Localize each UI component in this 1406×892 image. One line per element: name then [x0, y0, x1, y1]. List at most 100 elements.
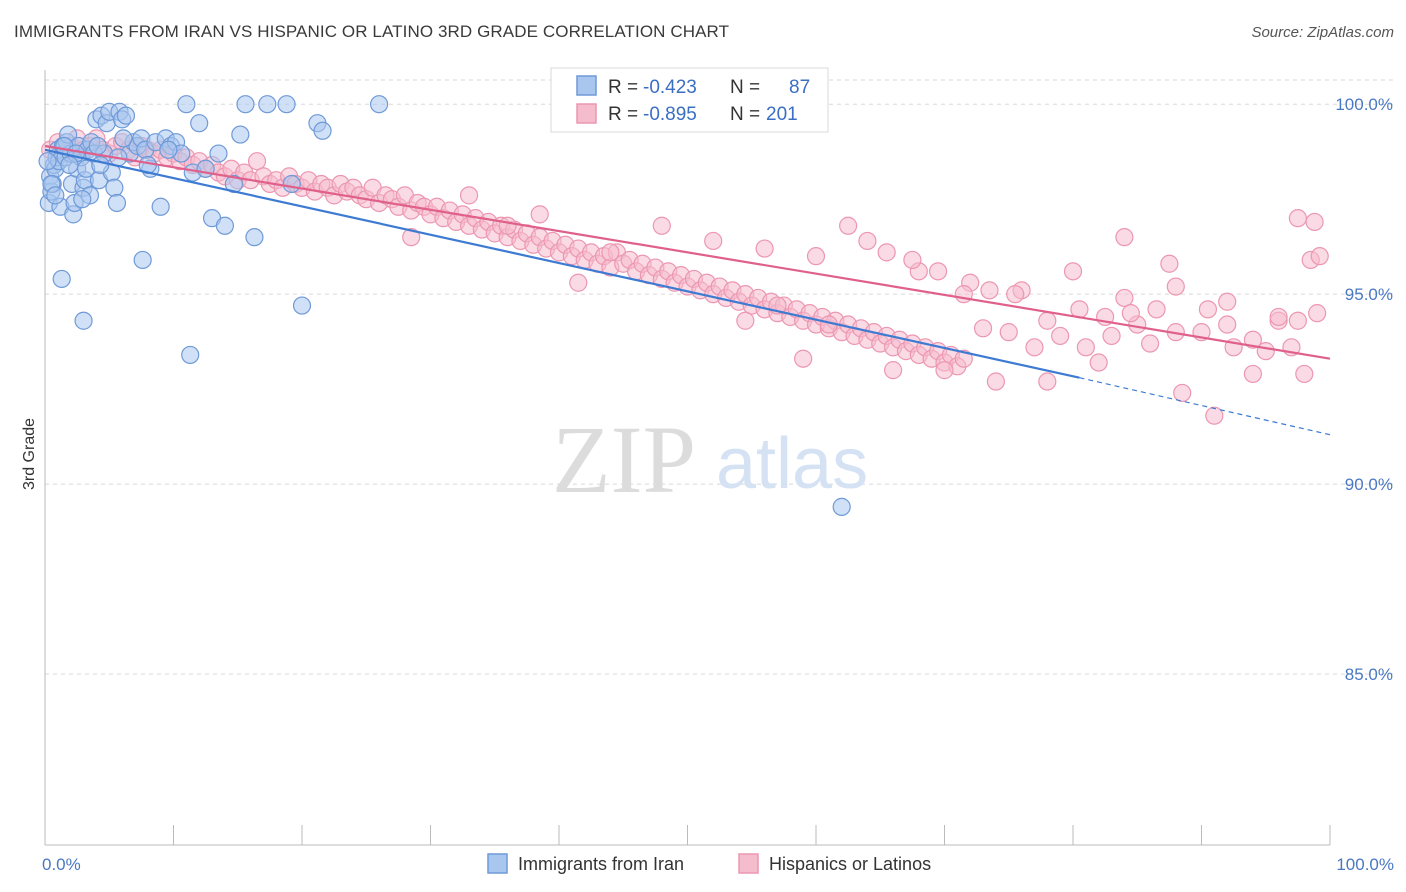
point-hispanics [1295, 364, 1314, 384]
point-hispanics [877, 243, 896, 262]
point-hispanics [1051, 326, 1070, 346]
point-hispanics [755, 239, 774, 258]
point-hispanics [1063, 262, 1083, 281]
point-iran [46, 186, 65, 205]
point-iran [38, 152, 57, 171]
point-iran [277, 95, 296, 114]
point-hispanics [839, 216, 858, 235]
x-tick-label: 0.0% [42, 855, 81, 874]
chart-title: IMMIGRANTS FROM IRAN VS HISPANIC OR LATI… [14, 22, 730, 41]
point-hispanics [973, 319, 993, 338]
point-hispanics [1288, 209, 1307, 228]
legend-r-value-2: -0.895 [643, 104, 697, 125]
y-tick-label: 85.0% [1345, 665, 1393, 684]
legend-r-value-1: -0.423 [643, 77, 697, 98]
point-iran [258, 95, 277, 114]
point-iran [177, 95, 196, 114]
point-hispanics [569, 273, 588, 292]
y-axis-label: 3rd Grade [21, 418, 38, 490]
tick-labels: 100.0% 95.0% 90.0% 85.0% 0.0% 100.0% [42, 95, 1394, 874]
point-hispanics [999, 323, 1018, 342]
point-hispanics [1243, 364, 1263, 384]
bottom-legend-swatch-hispanics [738, 853, 759, 874]
point-hispanics [247, 152, 267, 171]
legend-n-label-2: N = [730, 104, 760, 125]
x-tick-label: 100.0% [1336, 855, 1394, 874]
point-iran [832, 497, 851, 516]
point-hispanics [498, 216, 517, 235]
point-hispanics [883, 361, 903, 380]
y-tick-label: 90.0% [1345, 475, 1393, 494]
bottom-legend-label-hispanics: Hispanics or Latinos [769, 854, 931, 874]
point-hispanics [928, 262, 948, 281]
y-tick-label: 95.0% [1345, 285, 1393, 304]
point-hispanics [736, 311, 755, 330]
point-hispanics [1218, 315, 1237, 334]
point-hispanics [1308, 304, 1327, 323]
point-hispanics [1038, 311, 1057, 330]
point-iran [181, 345, 200, 365]
point-iran [190, 114, 209, 133]
point-iran [231, 125, 250, 144]
point-hispanics [986, 372, 1006, 391]
point-hispanics [1089, 353, 1108, 372]
point-hispanics [1102, 326, 1121, 346]
point-hispanics [1147, 300, 1166, 319]
bottom-legend-label-iran: Immigrants from Iran [518, 854, 684, 874]
point-hispanics [1173, 383, 1192, 403]
series-iran-points [38, 95, 851, 516]
legend-box: R = -0.423 N = 87 R = -0.895 N = 201 [550, 67, 829, 133]
point-iran [74, 311, 93, 330]
legend-n-value-2: 201 [766, 104, 798, 125]
series-hispanics-points [41, 129, 1329, 425]
point-hispanics [806, 247, 826, 266]
point-hispanics [601, 243, 620, 262]
point-iran [88, 136, 107, 156]
point-iran [159, 140, 178, 159]
point-hispanics [903, 250, 922, 270]
point-hispanics [1166, 277, 1185, 296]
chart-source: Source: ZipAtlas.com [1251, 24, 1394, 41]
point-iran [91, 155, 110, 175]
point-iran [133, 250, 152, 270]
point-iran [313, 121, 332, 140]
point-hispanics [1140, 334, 1160, 353]
legend-swatch-hispanics [576, 103, 597, 124]
watermark-zip: ZIP [552, 406, 696, 513]
point-iran [236, 95, 255, 114]
point-hispanics [794, 349, 813, 368]
point-iran [60, 155, 79, 175]
watermark: ZIP atlas [552, 406, 868, 513]
trend-line-iran [44, 148, 1080, 379]
legend-n-label-1: N = [730, 77, 760, 98]
point-hispanics [652, 216, 671, 235]
point-hispanics [1205, 406, 1224, 425]
point-hispanics [1115, 228, 1134, 247]
point-hispanics [1038, 372, 1057, 391]
point-iran [151, 197, 170, 216]
legend-n-value-1: 87 [789, 77, 810, 98]
point-hispanics [1006, 285, 1025, 304]
trend-line-hispanics [44, 144, 1331, 360]
point-iran [105, 178, 124, 197]
point-iran [245, 228, 264, 247]
point-hispanics [459, 186, 479, 205]
point-iran [282, 174, 301, 194]
point-hispanics [980, 281, 999, 300]
watermark-atlas: atlas [716, 424, 868, 504]
legend-r-label-1: R = [608, 77, 638, 98]
point-hispanics [1269, 307, 1288, 327]
point-iran [116, 106, 136, 125]
point-iran [209, 144, 228, 163]
point-iran [114, 129, 133, 148]
point-hispanics [1198, 300, 1218, 319]
point-hispanics [858, 231, 877, 251]
legend-swatch-iran [576, 75, 597, 96]
point-iran [107, 193, 127, 213]
point-iran [370, 95, 389, 114]
point-hispanics [402, 228, 421, 247]
point-iran [215, 216, 234, 235]
point-hispanics [954, 349, 973, 368]
point-hispanics [1121, 304, 1140, 323]
